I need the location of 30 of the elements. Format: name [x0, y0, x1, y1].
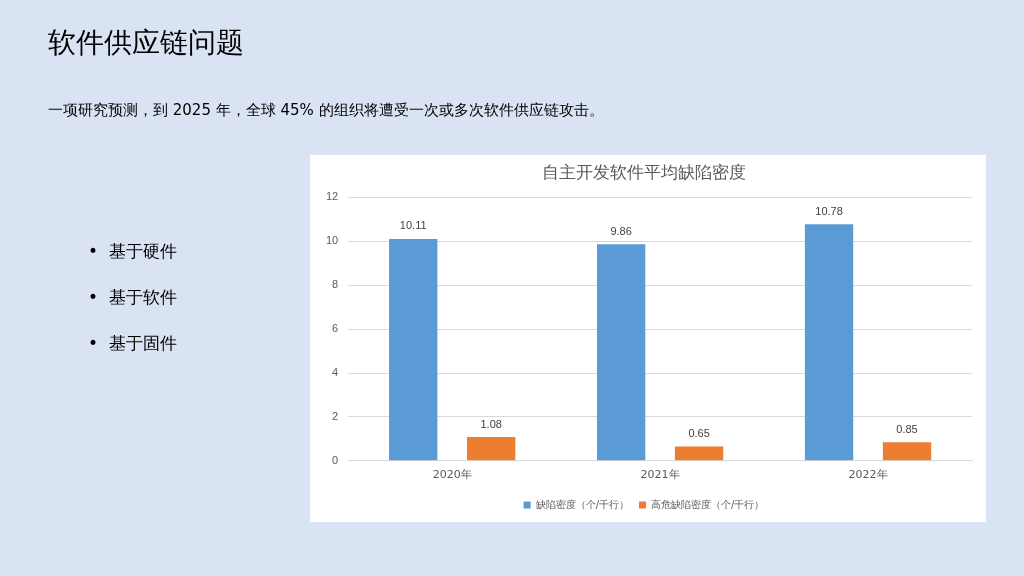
bar [467, 437, 516, 461]
x-tick-label: 2022年 [848, 468, 888, 482]
text: 一项研究预测，到 2025 年，全球 45% 的组织将遭受一次或多次软件供应链攻击。 [48, 101, 604, 120]
data-label: 9.86 [610, 224, 632, 237]
legend-label: 缺陷密度（个/千行） [535, 498, 630, 510]
bar [674, 446, 724, 461]
y-tick-label: 6 [332, 322, 339, 335]
text: • 基于硬件 [88, 240, 177, 263]
data-label: 0.65 [688, 427, 710, 440]
data-label: 10.11 [399, 219, 427, 232]
data-label: 1.08 [480, 417, 502, 430]
y-tick-label: 8 [332, 278, 339, 291]
x-tick-label: 2021年 [640, 468, 680, 482]
y-tick-label: 0 [332, 453, 339, 466]
bar [596, 244, 646, 461]
y-tick-label: 12 [325, 190, 339, 203]
y-tick-label: 2 [332, 409, 339, 422]
x-tick-label: 2020年 [432, 468, 472, 482]
y-tick-label: 10 [325, 234, 339, 247]
chart-title: 自主开发软件平均缺陷密度 [542, 161, 746, 182]
y-tick-label: 4 [332, 366, 339, 379]
bar [389, 238, 438, 461]
data-label: 0.85 [896, 422, 918, 435]
bar [882, 442, 932, 461]
legend-label: 高危缺陷密度（个/千行） [651, 498, 765, 510]
text: • 基于软件 [88, 286, 177, 309]
bar [804, 224, 854, 461]
text: 软件供应链问题 [48, 25, 244, 61]
text: • 基于固件 [88, 332, 177, 355]
data-label: 10.78 [815, 204, 843, 217]
